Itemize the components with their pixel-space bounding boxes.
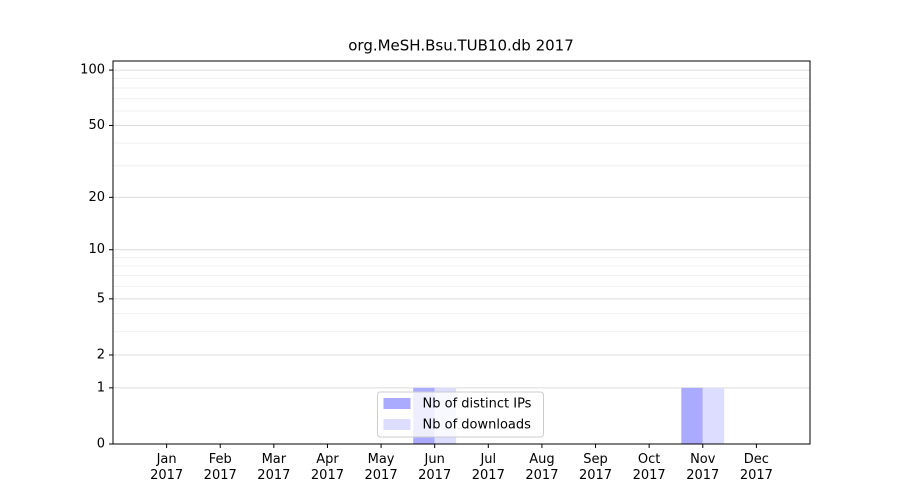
- y-tick-label: 100: [80, 63, 105, 78]
- x-tick-label: Mar 2017: [257, 452, 291, 483]
- bar: [702, 387, 725, 444]
- legend-swatch: [383, 419, 411, 430]
- x-tick-label: Nov 2017: [686, 452, 720, 483]
- x-tick-label: May 2017: [364, 452, 398, 483]
- y-tick-label: 2: [97, 347, 105, 362]
- y-tick-label: 0: [97, 437, 105, 452]
- x-tick-label: Aug 2017: [525, 452, 559, 483]
- legend-label: Nb of distinct IPs: [423, 397, 532, 412]
- x-tick-label: Jan 2017: [150, 452, 184, 483]
- x-tick-label: Dec 2017: [739, 452, 773, 483]
- chart-title: org.MeSH.Bsu.TUB10.db 2017: [348, 37, 574, 55]
- x-tick-label: Oct 2017: [632, 452, 666, 483]
- y-tick-label: 5: [97, 291, 105, 306]
- legend-swatch: [383, 398, 411, 409]
- bar: [681, 387, 703, 444]
- y-tick-label: 20: [88, 190, 105, 205]
- y-tick-label: 50: [88, 118, 105, 133]
- legend-label: Nb of downloads: [423, 418, 532, 433]
- x-tick-label: Jun 2017: [418, 452, 452, 483]
- x-tick-label: Sep 2017: [578, 452, 613, 483]
- legend-box: [377, 391, 544, 438]
- x-tick-label: Apr 2017: [310, 452, 344, 483]
- x-tick-label: Jul 2017: [471, 452, 505, 483]
- y-tick-label: 10: [88, 242, 105, 257]
- x-tick-label: Feb 2017: [203, 452, 237, 483]
- plot-frame: [112, 60, 811, 445]
- y-tick-label: 1: [97, 380, 105, 395]
